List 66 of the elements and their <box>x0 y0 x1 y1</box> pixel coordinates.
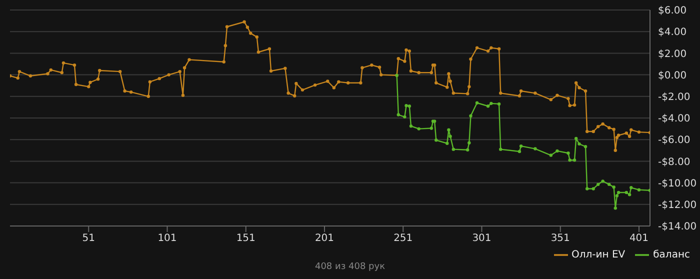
point <box>574 136 578 140</box>
x-tick-label: 101 <box>158 233 177 244</box>
point <box>486 104 490 108</box>
point <box>404 104 408 108</box>
point <box>556 149 559 153</box>
point <box>497 102 501 106</box>
point <box>630 186 633 190</box>
point <box>608 182 611 186</box>
point <box>499 148 502 151</box>
point <box>549 154 553 157</box>
point <box>628 193 632 196</box>
y-tick-label: $2.00 <box>658 48 687 60</box>
y-tick-label: -$14.00 <box>658 222 697 233</box>
point <box>475 101 479 104</box>
point <box>403 115 406 119</box>
point <box>469 114 472 118</box>
point <box>448 134 452 138</box>
point <box>466 148 470 152</box>
point <box>601 180 604 183</box>
point <box>396 113 400 116</box>
text: 408 из 408 рук <box>314 262 386 272</box>
point <box>568 158 572 162</box>
point <box>586 187 589 190</box>
y-tick-label: $4.00 <box>658 27 687 38</box>
point <box>637 188 641 192</box>
point <box>430 126 434 130</box>
point <box>452 148 456 151</box>
x-tick-label: 401 <box>629 233 649 244</box>
point <box>490 102 493 106</box>
point <box>615 194 619 198</box>
point <box>409 124 413 128</box>
point <box>534 147 537 150</box>
point <box>408 104 412 108</box>
x-tick-label: 51 <box>82 233 95 244</box>
point <box>434 138 438 142</box>
x-tick-label: 201 <box>314 233 334 244</box>
point <box>446 142 449 145</box>
point <box>572 158 576 162</box>
x-tick-label: 151 <box>236 233 256 244</box>
x-tick-label: 351 <box>550 233 570 244</box>
point <box>578 142 581 146</box>
point <box>616 190 620 194</box>
point <box>468 141 471 144</box>
x-tick-label: 301 <box>472 233 492 244</box>
point <box>518 150 522 154</box>
x-tick-label: 251 <box>394 233 413 244</box>
point <box>566 152 570 155</box>
y-tick-label: $6.00 <box>658 6 687 17</box>
point <box>614 206 618 210</box>
point <box>596 182 600 186</box>
point <box>624 190 628 194</box>
point <box>612 186 616 189</box>
y-tick-label: -$8.00 <box>658 156 690 168</box>
point <box>584 145 588 148</box>
point <box>519 144 523 148</box>
y-tick-label: -$4.00 <box>658 114 690 125</box>
point <box>417 127 420 130</box>
y-tick-label: -$6.00 <box>658 135 690 146</box>
point <box>447 128 450 132</box>
y-tick-label: $0.00 <box>658 70 687 82</box>
legend-label: баланс <box>653 250 690 261</box>
point <box>592 187 595 190</box>
y-tick-label: -$12.00 <box>658 200 697 211</box>
legend-label: Олл-ин EV <box>572 250 626 261</box>
y-tick-label: -$2.00 <box>658 92 690 103</box>
y-tick-label: -$10.00 <box>658 178 697 190</box>
